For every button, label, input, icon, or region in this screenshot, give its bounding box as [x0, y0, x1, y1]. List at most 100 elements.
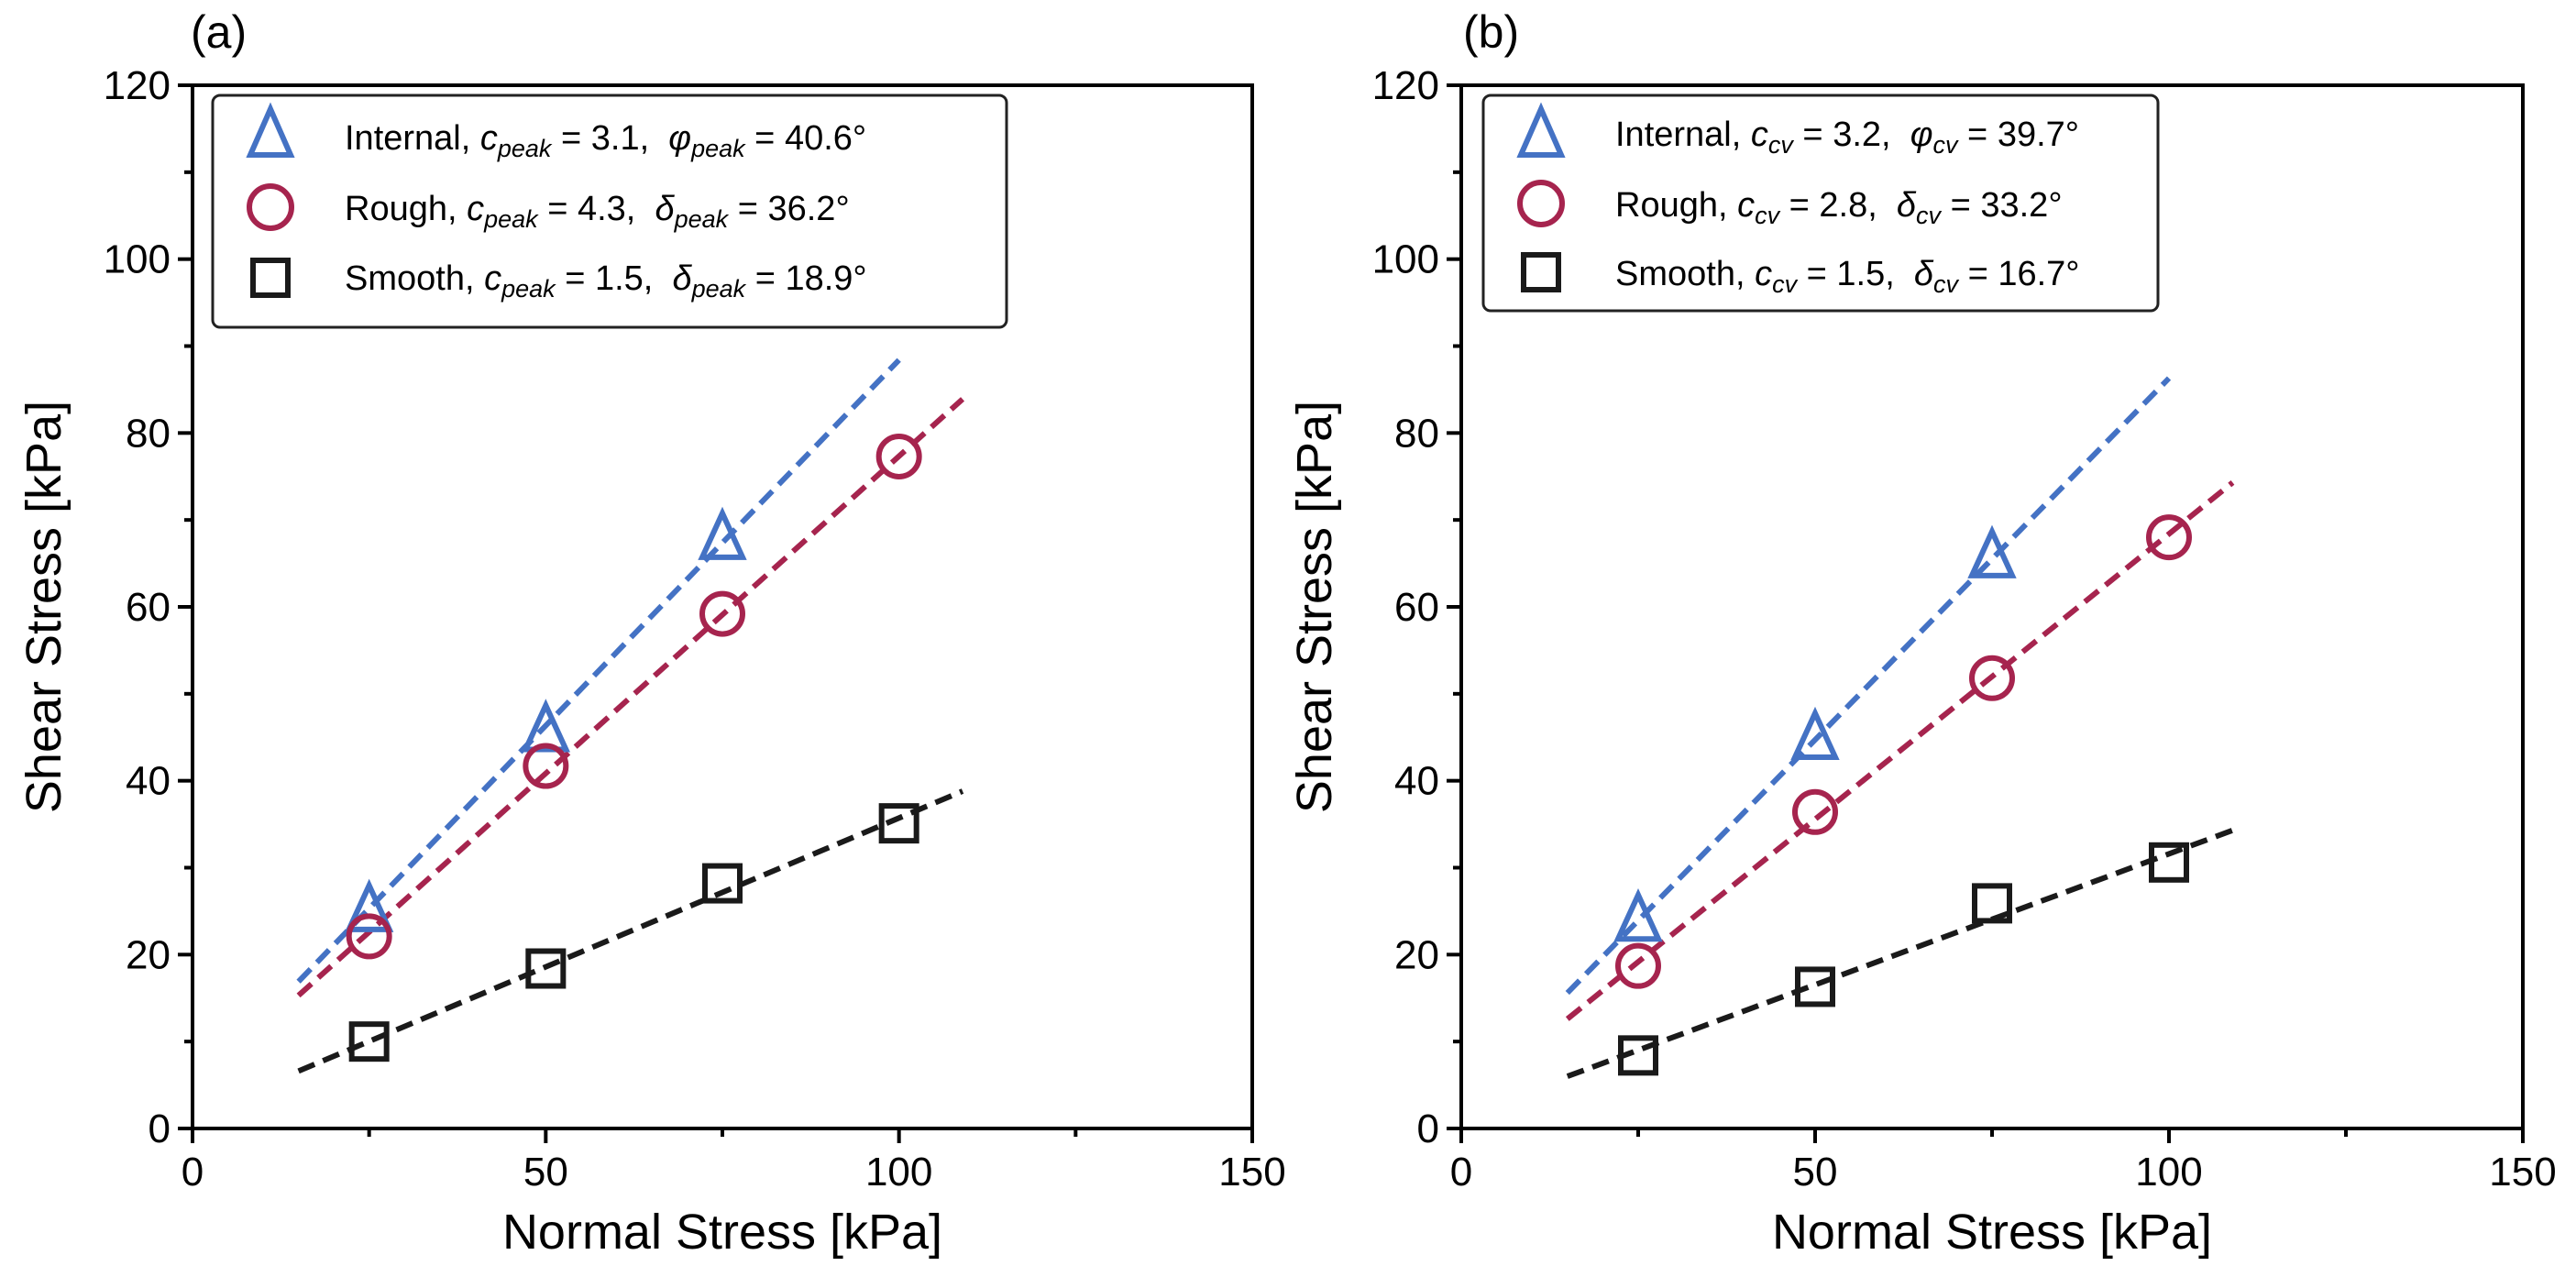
legend-marker-circle — [1517, 180, 1565, 227]
y-tick-label: 0 — [149, 1106, 171, 1151]
legend-angle-symbol: δ — [1897, 186, 1917, 225]
panel-a-markers — [344, 433, 922, 1062]
svg-text:Internal, ccv = 3.2, φcv = 39: Internal, ccv = 3.2, φcv = 39.7° — [1615, 116, 2079, 159]
legend-angle-symbol: δ — [672, 259, 692, 298]
fit-line-internal — [1565, 376, 2172, 996]
legend-cohesion-symbol: c — [484, 259, 501, 298]
legend-label: Smooth, — [345, 259, 484, 298]
data-point-smooth — [702, 863, 743, 904]
x-tick-label: 100 — [2135, 1150, 2202, 1194]
legend-marker-circle — [247, 183, 294, 231]
x-tick-label: 150 — [2489, 1150, 2556, 1194]
legend-angle-value: 33.2° — [1980, 186, 2062, 225]
svg-text:Smooth, cpeak = 1.5, δpeak =: Smooth, cpeak = 1.5, δpeak = 18.9° — [345, 259, 867, 303]
legend-frame — [211, 94, 1008, 329]
legend-cohesion-symbol: c — [480, 119, 498, 158]
legend-angle-value: 36.2° — [767, 190, 849, 228]
svg-text:Rough, ccv = 2.8, δcv = 33.2°: Rough, ccv = 2.8, δcv = 33.2° — [1615, 186, 2063, 229]
legend-marker-square — [250, 258, 291, 298]
legend-cohesion-value: 3.1 — [591, 119, 640, 158]
svg-text:Smooth, ccv = 1.5, δcv = 16.7: Smooth, ccv = 1.5, δcv = 16.7° — [1615, 255, 2080, 298]
legend-entry-rough: Rough, cpeak = 4.3, δpeak = 36.2° — [247, 183, 850, 233]
y-axis-title: Shear Stress [kPa] — [1287, 401, 1342, 813]
x-tick-label: 0 — [182, 1150, 204, 1194]
y-tick-label: 0 — [1417, 1106, 1439, 1151]
y-axis-title: Shear Stress [kPa] — [17, 401, 72, 813]
y-tick-label: 20 — [126, 932, 171, 977]
legend-angle-value: 39.7° — [1998, 116, 2079, 154]
data-point-rough — [699, 590, 745, 637]
legend-cohesion-value: 1.5 — [1836, 255, 1885, 293]
panel-b-fit-lines — [1565, 376, 2235, 1079]
legend-cohesion-value: 4.3 — [578, 190, 626, 228]
data-point-smooth — [878, 803, 919, 844]
y-tick-label: 80 — [1394, 411, 1439, 456]
legend: Internal, cpeak = 3.1, φpeak = 40.6° Rou… — [211, 94, 1008, 329]
legend-angle-value: 16.7° — [1998, 255, 2079, 293]
data-point-rough — [523, 743, 569, 789]
data-point-smooth — [525, 948, 567, 989]
y-tick-label: 40 — [1394, 759, 1439, 804]
legend-cohesion-value: 3.2 — [1833, 116, 1881, 154]
legend-angle-subscript: cv — [1933, 131, 1960, 159]
legend-marker-triangle — [1516, 102, 1566, 158]
legend-cohesion-symbol: c — [467, 190, 484, 228]
fit-line-smooth — [1566, 827, 2234, 1079]
legend-marker-triangle — [246, 102, 295, 158]
legend-angle-symbol: φ — [668, 119, 691, 158]
legend-cohesion-subscript: peak — [497, 135, 553, 162]
legend-angle-subscript: cv — [1916, 202, 1943, 229]
data-point-rough — [875, 433, 922, 479]
panel-a-label: (a) — [191, 6, 247, 58]
legend-angle-subscript: peak — [691, 275, 747, 303]
svg-text:Internal, cpeak = 3.1, φpeak: Internal, cpeak = 3.1, φpeak = 40.6° — [345, 119, 866, 162]
y-tick-label: 40 — [126, 759, 171, 804]
y-tick-label: 60 — [1394, 585, 1439, 630]
legend-angle-subscript: cv — [1933, 270, 1960, 298]
y-tick-label: 120 — [104, 63, 171, 108]
data-point-internal — [344, 878, 394, 932]
fit-line-rough — [1565, 480, 2235, 1021]
legend-label: Internal, — [345, 119, 480, 158]
data-point-internal — [1790, 706, 1840, 761]
legend-label: Internal, — [1615, 116, 1751, 154]
data-point-smooth — [348, 1021, 390, 1062]
fit-line-smooth — [297, 788, 964, 1074]
panel-b-tick-labels: 0 50 100 150 0 20 40 60 80 100 120 — [1372, 63, 2557, 1194]
legend-angle-subscript: peak — [690, 135, 746, 162]
legend-cohesion-subscript: cv — [1768, 131, 1795, 159]
legend-entry-rough: Rough, ccv = 2.8, δcv = 33.2° — [1517, 180, 2063, 229]
legend-frame — [1481, 94, 2160, 313]
data-point-smooth — [1618, 1035, 1658, 1076]
data-point-internal — [1967, 524, 2017, 578]
panel-a: (a) 0 50 100 150 0 20 40 60 80 100 120 N… — [17, 6, 1286, 1260]
legend-cohesion-value: 2.8 — [1819, 186, 1867, 225]
legend-cohesion-subscript: peak — [483, 205, 539, 233]
legend-cohesion-subscript: cv — [1772, 270, 1799, 298]
fit-line-rough — [296, 397, 965, 998]
x-tick-label: 150 — [1218, 1150, 1285, 1194]
legend-angle-symbol: δ — [655, 190, 675, 228]
legend-entry-internal: Internal, ccv = 3.2, φcv = 39.7° — [1516, 102, 2079, 159]
data-point-rough — [346, 913, 392, 960]
y-tick-label: 100 — [1372, 237, 1439, 282]
x-tick-label: 100 — [865, 1150, 932, 1194]
x-tick-label: 0 — [1450, 1150, 1472, 1194]
legend-entry-smooth: Smooth, ccv = 1.5, δcv = 16.7° — [1521, 252, 2080, 298]
panel-a-ticks — [178, 83, 1254, 1143]
legend-angle-symbol: δ — [1914, 255, 1934, 293]
panel-b: (b) 0 50 100 150 0 20 40 60 80 100 120 N… — [1287, 6, 2557, 1260]
legend-angle-value: 18.9° — [785, 259, 866, 298]
data-point-smooth — [1972, 883, 2012, 924]
x-axis-title: Normal Stress [kPa] — [1772, 1205, 2212, 1260]
data-point-internal — [1613, 888, 1663, 942]
x-axis-title: Normal Stress [kPa] — [502, 1205, 942, 1260]
x-tick-label: 50 — [1793, 1150, 1838, 1194]
legend-label: Smooth, — [1615, 255, 1755, 293]
data-point-internal — [521, 699, 571, 753]
legend-cohesion-symbol: c — [1751, 116, 1768, 154]
legend-marker-square — [1521, 252, 1561, 292]
legend-angle-value: 40.6° — [785, 119, 866, 158]
data-point-smooth — [1795, 966, 1835, 1007]
